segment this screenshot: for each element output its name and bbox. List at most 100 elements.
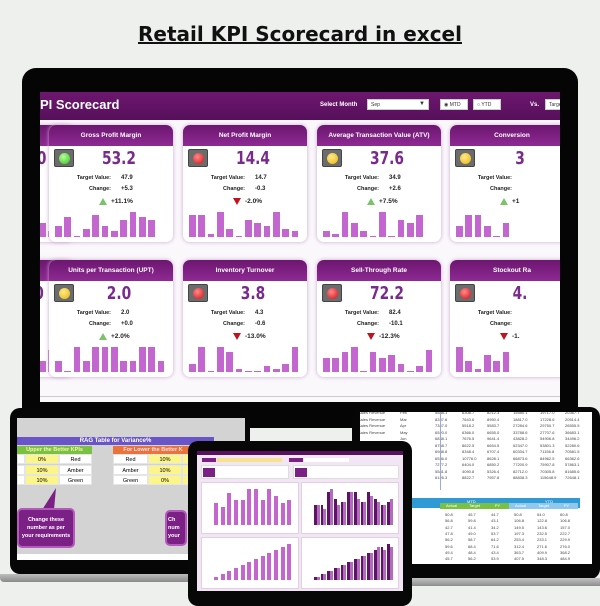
- sheet-cell: 53.9: [491, 556, 499, 562]
- sparkline-bar: [148, 220, 155, 237]
- sheet-cell: 42.7: [445, 524, 453, 530]
- chart-bar: [287, 499, 292, 525]
- kpi-card: Gross Profit Margin 53.2 Target Value: Chan…: [49, 125, 173, 242]
- sparkline-bar: [341, 211, 349, 237]
- tablet-label-box: [202, 458, 216, 462]
- sheet-cell: 26555.5: [565, 423, 580, 428]
- sparkline-bar: [101, 346, 109, 372]
- triangle-down-icon: [233, 333, 241, 340]
- kpi-value: 0: [40, 283, 65, 304]
- callout-change-numbers: Change these number as per your requirem…: [17, 508, 75, 548]
- month-dropdown[interactable]: Sep ▼: [367, 99, 429, 110]
- chart-bar: [247, 489, 252, 525]
- sparkline-bar: [129, 211, 137, 237]
- chevron-down-icon[interactable]: ▼: [419, 101, 425, 107]
- tablet-dropdown[interactable]: [217, 458, 282, 462]
- sparkline-bar: [235, 369, 243, 372]
- mtd-radio[interactable]: ◉ MTD: [440, 99, 468, 110]
- sparkline-bar: [40, 360, 46, 372]
- sheet-cell: 5588.1: [435, 412, 448, 415]
- triangle-down-icon: [500, 333, 508, 340]
- callout-change-numbers-2: Ch num your: [165, 510, 187, 546]
- chart-bar: [334, 498, 337, 525]
- sparkline-bar: [332, 234, 339, 237]
- tablet-dropdown-2[interactable]: [304, 458, 349, 462]
- chart-bar: [227, 571, 232, 580]
- sheet-cell: 368.2: [560, 549, 571, 555]
- chart-bar: [360, 556, 364, 580]
- chart-bar: [383, 550, 387, 580]
- tablet-chart: [301, 537, 399, 589]
- chart-bar: [390, 547, 393, 580]
- lower-threshold-input[interactable]: 10%: [148, 454, 182, 464]
- ytd-radio[interactable]: ○ YTD: [473, 99, 501, 110]
- sheet-cell: 52280.6: [565, 442, 580, 448]
- sparkline-bar: [55, 360, 62, 372]
- lower-threshold-input[interactable]: 0%: [148, 475, 182, 485]
- change-value: +5.3: [121, 186, 133, 192]
- sparkline-bar: [323, 358, 330, 372]
- sheet-cell: 8628.1: [487, 455, 500, 461]
- sheet-cell: 6707.4: [487, 449, 500, 454]
- sparkline-bar: [474, 369, 482, 372]
- sheet-cell: 57863.1: [565, 462, 580, 467]
- upper-threshold-input[interactable]: 0%: [25, 454, 59, 464]
- triangle-up-icon: [367, 198, 375, 205]
- kpi-title: Gross Profit Margin: [49, 125, 173, 146]
- sparkline-bar: [379, 211, 386, 237]
- sparkline-bar: [351, 346, 358, 372]
- sparkline-bar: [282, 363, 289, 372]
- sparkline-bar: [83, 360, 90, 372]
- chart-bar: [240, 499, 245, 525]
- sheet-cell: 88838.3: [513, 475, 528, 480]
- sparkline-bar: [139, 217, 146, 237]
- sparkline-bar: [502, 223, 510, 237]
- upper-threshold-input[interactable]: 10%: [25, 475, 59, 485]
- sheet-cell: 8950.4: [487, 416, 500, 422]
- target-label: Target Value:: [477, 310, 512, 316]
- sparkline-bar: [263, 366, 271, 372]
- sparkline-bar: [73, 236, 81, 237]
- chart-bar: [374, 550, 377, 580]
- chart-bar: [220, 507, 225, 525]
- sparkline-bar: [157, 360, 165, 372]
- sheet-cell: 8758.7: [435, 442, 448, 448]
- kpi-card: Net Profit Margin 14.4 Target Value: Change…: [183, 125, 307, 242]
- sparkline-bar: [456, 225, 463, 237]
- chart-bar: [214, 577, 218, 580]
- sheet-cell: 53801.3: [540, 442, 555, 448]
- chart-bar: [336, 568, 340, 580]
- upper-better-header: Upper the Better KPIs: [17, 446, 92, 454]
- chart-bar: [350, 562, 353, 580]
- kpi-value: 3.8: [240, 283, 266, 304]
- sparkline-bar: [263, 225, 271, 237]
- sheet-cell: 5326.4: [487, 468, 500, 474]
- kpi-title: Net Profit Margin: [183, 125, 307, 146]
- kpi-value: 14.4: [236, 148, 270, 169]
- rag-cell: [17, 475, 25, 485]
- chart-bar: [354, 492, 357, 525]
- chart-bar: [390, 498, 393, 525]
- sheet-cell: 34.2: [491, 524, 499, 530]
- lower-threshold-input[interactable]: 10%: [148, 464, 182, 475]
- sparkline-bars: [456, 209, 560, 237]
- chart-bar: [350, 492, 353, 525]
- kpi-title: Sell-Through Rate: [317, 260, 441, 281]
- status-light-red-icon: [188, 149, 208, 167]
- target-value: 82.4: [389, 310, 401, 316]
- target-label: Target Value:: [76, 310, 111, 316]
- kpi-card: Average Transaction Value (ATV) 37.6 Targe…: [317, 125, 441, 242]
- change-percent-value: +1: [512, 198, 520, 206]
- chart-bar: [260, 556, 265, 580]
- chart-bar: [334, 568, 337, 580]
- change-label: Change:: [89, 186, 111, 192]
- vs-dropdown[interactable]: Targe: [545, 99, 560, 110]
- upper-threshold-input[interactable]: 10%: [25, 464, 59, 475]
- sparkline-bar: [189, 363, 196, 372]
- triangle-up-icon: [500, 198, 508, 205]
- sheet-cell: 6654.5: [487, 442, 500, 448]
- sparkline-bar: [101, 225, 109, 237]
- chart-bar: [354, 559, 357, 580]
- change-value: -0.6: [255, 321, 266, 327]
- chart-bar: [383, 505, 387, 525]
